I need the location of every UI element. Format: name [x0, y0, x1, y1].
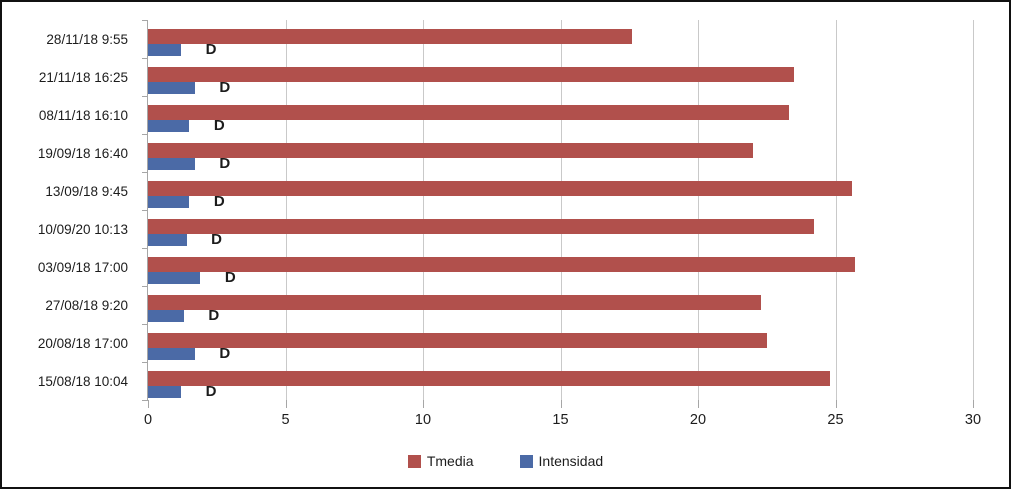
- legend-label: Intensidad: [538, 453, 604, 469]
- legend-item-tmedia: Tmedia: [407, 453, 474, 469]
- y-axis-tick: [142, 20, 148, 21]
- intensidad-bar: [148, 348, 195, 360]
- intensidad-bar: [148, 44, 181, 56]
- legend-swatch-intensidad: [519, 454, 533, 468]
- intensidad-bar: [148, 386, 181, 398]
- legend-item-intensidad: Intensidad: [519, 453, 604, 469]
- gridline-10: [423, 20, 424, 400]
- category-label: 27/08/18 9:20: [45, 297, 128, 313]
- x-axis-tick: [285, 400, 287, 408]
- gridline-20: [698, 20, 699, 400]
- y-axis-tick: [142, 58, 148, 59]
- category-label: 10/09/20 10:13: [37, 221, 128, 237]
- y-axis-tick: [142, 286, 148, 287]
- intensidad-bar: [148, 234, 187, 246]
- x-axis-tick-label: 0: [143, 412, 153, 428]
- bar-data-label: D: [208, 307, 220, 324]
- tmedia-bar: [148, 105, 789, 120]
- tmedia-bar: [148, 333, 767, 348]
- y-axis-tick: [142, 172, 148, 173]
- bar-data-label: D: [219, 345, 231, 362]
- category-label: 28/11/18 9:55: [46, 31, 128, 47]
- y-axis-tick: [142, 362, 148, 363]
- bar-row-4: D: [148, 172, 973, 210]
- category-label: 15/08/18 10:04: [37, 373, 128, 389]
- intensidad-bar: [148, 158, 195, 170]
- intensidad-bar: [148, 82, 195, 94]
- y-axis-tick: [142, 134, 148, 135]
- bar-data-label: D: [205, 41, 217, 58]
- intensidad-bar: [148, 196, 190, 208]
- x-axis-tick-label: 10: [414, 412, 432, 428]
- bar-row-9: D: [148, 362, 973, 400]
- x-axis-tick: [148, 400, 149, 408]
- tmedia-bar: [148, 67, 795, 82]
- gridline-15: [560, 20, 562, 400]
- tmedia-bar: [148, 219, 814, 234]
- category-label: 21/11/18 16:25: [38, 69, 128, 85]
- bar-row-6: D: [148, 248, 973, 286]
- plot-area: D D D D D D D D D D: [148, 20, 974, 400]
- category-label: 13/09/18 9:45: [45, 183, 128, 199]
- tmedia-bar: [148, 295, 762, 310]
- bar-data-label: D: [213, 193, 225, 210]
- y-axis-tick: [142, 324, 148, 325]
- x-axis-tick-label: 5: [281, 412, 290, 428]
- intensidad-bar: [148, 310, 184, 322]
- x-axis-tick: [973, 400, 974, 408]
- bar-data-label: D: [224, 269, 236, 286]
- y-axis-tick: [142, 400, 148, 401]
- bar-row-0: D: [148, 20, 973, 58]
- category-label: 08/11/18 16:10: [38, 107, 128, 123]
- legend: Tmedia Intensidad: [2, 453, 1009, 469]
- tmedia-bar: [148, 29, 632, 44]
- category-label: 19/09/18 16:40: [37, 145, 128, 161]
- x-axis-tick-label: 15: [552, 412, 569, 428]
- x-axis-tick: [698, 400, 699, 408]
- tmedia-bar: [148, 181, 852, 196]
- gridline-30: [973, 20, 974, 400]
- y-axis-tick: [142, 210, 148, 211]
- bar-data-label: D: [219, 155, 231, 172]
- tmedia-bar: [148, 371, 830, 386]
- x-axis-tick-label: 25: [827, 412, 844, 428]
- y-axis-tick: [142, 96, 148, 97]
- gridline-25: [835, 20, 837, 400]
- bar-row-7: D: [148, 286, 973, 324]
- category-label: 20/08/18 17:00: [37, 335, 128, 351]
- bar-row-5: D: [148, 210, 973, 248]
- intensidad-bar: [148, 120, 190, 132]
- bar-data-label: D: [219, 79, 231, 96]
- x-axis-tick: [423, 400, 424, 408]
- bar-row-3: D: [148, 134, 973, 172]
- category-label: 03/09/18 17:00: [37, 259, 128, 275]
- y-axis-tick: [142, 248, 148, 249]
- gridline-5: [285, 20, 287, 400]
- x-axis-tick-label: 20: [689, 412, 707, 428]
- bar-row-1: D: [148, 58, 973, 96]
- legend-swatch-tmedia: [407, 454, 421, 468]
- intensidad-bar: [148, 272, 201, 284]
- tmedia-bar: [148, 143, 753, 158]
- x-axis-tick: [560, 400, 562, 408]
- tmedia-bar: [148, 257, 855, 272]
- bar-row-8: D: [148, 324, 973, 362]
- bar-row-2: D: [148, 96, 973, 134]
- x-axis-tick: [835, 400, 837, 408]
- bar-data-label: D: [213, 117, 225, 134]
- bar-data-label: D: [211, 231, 222, 248]
- x-axis-tick-label: 30: [964, 412, 982, 428]
- bar-data-label: D: [205, 383, 217, 400]
- legend-label: Tmedia: [426, 453, 474, 469]
